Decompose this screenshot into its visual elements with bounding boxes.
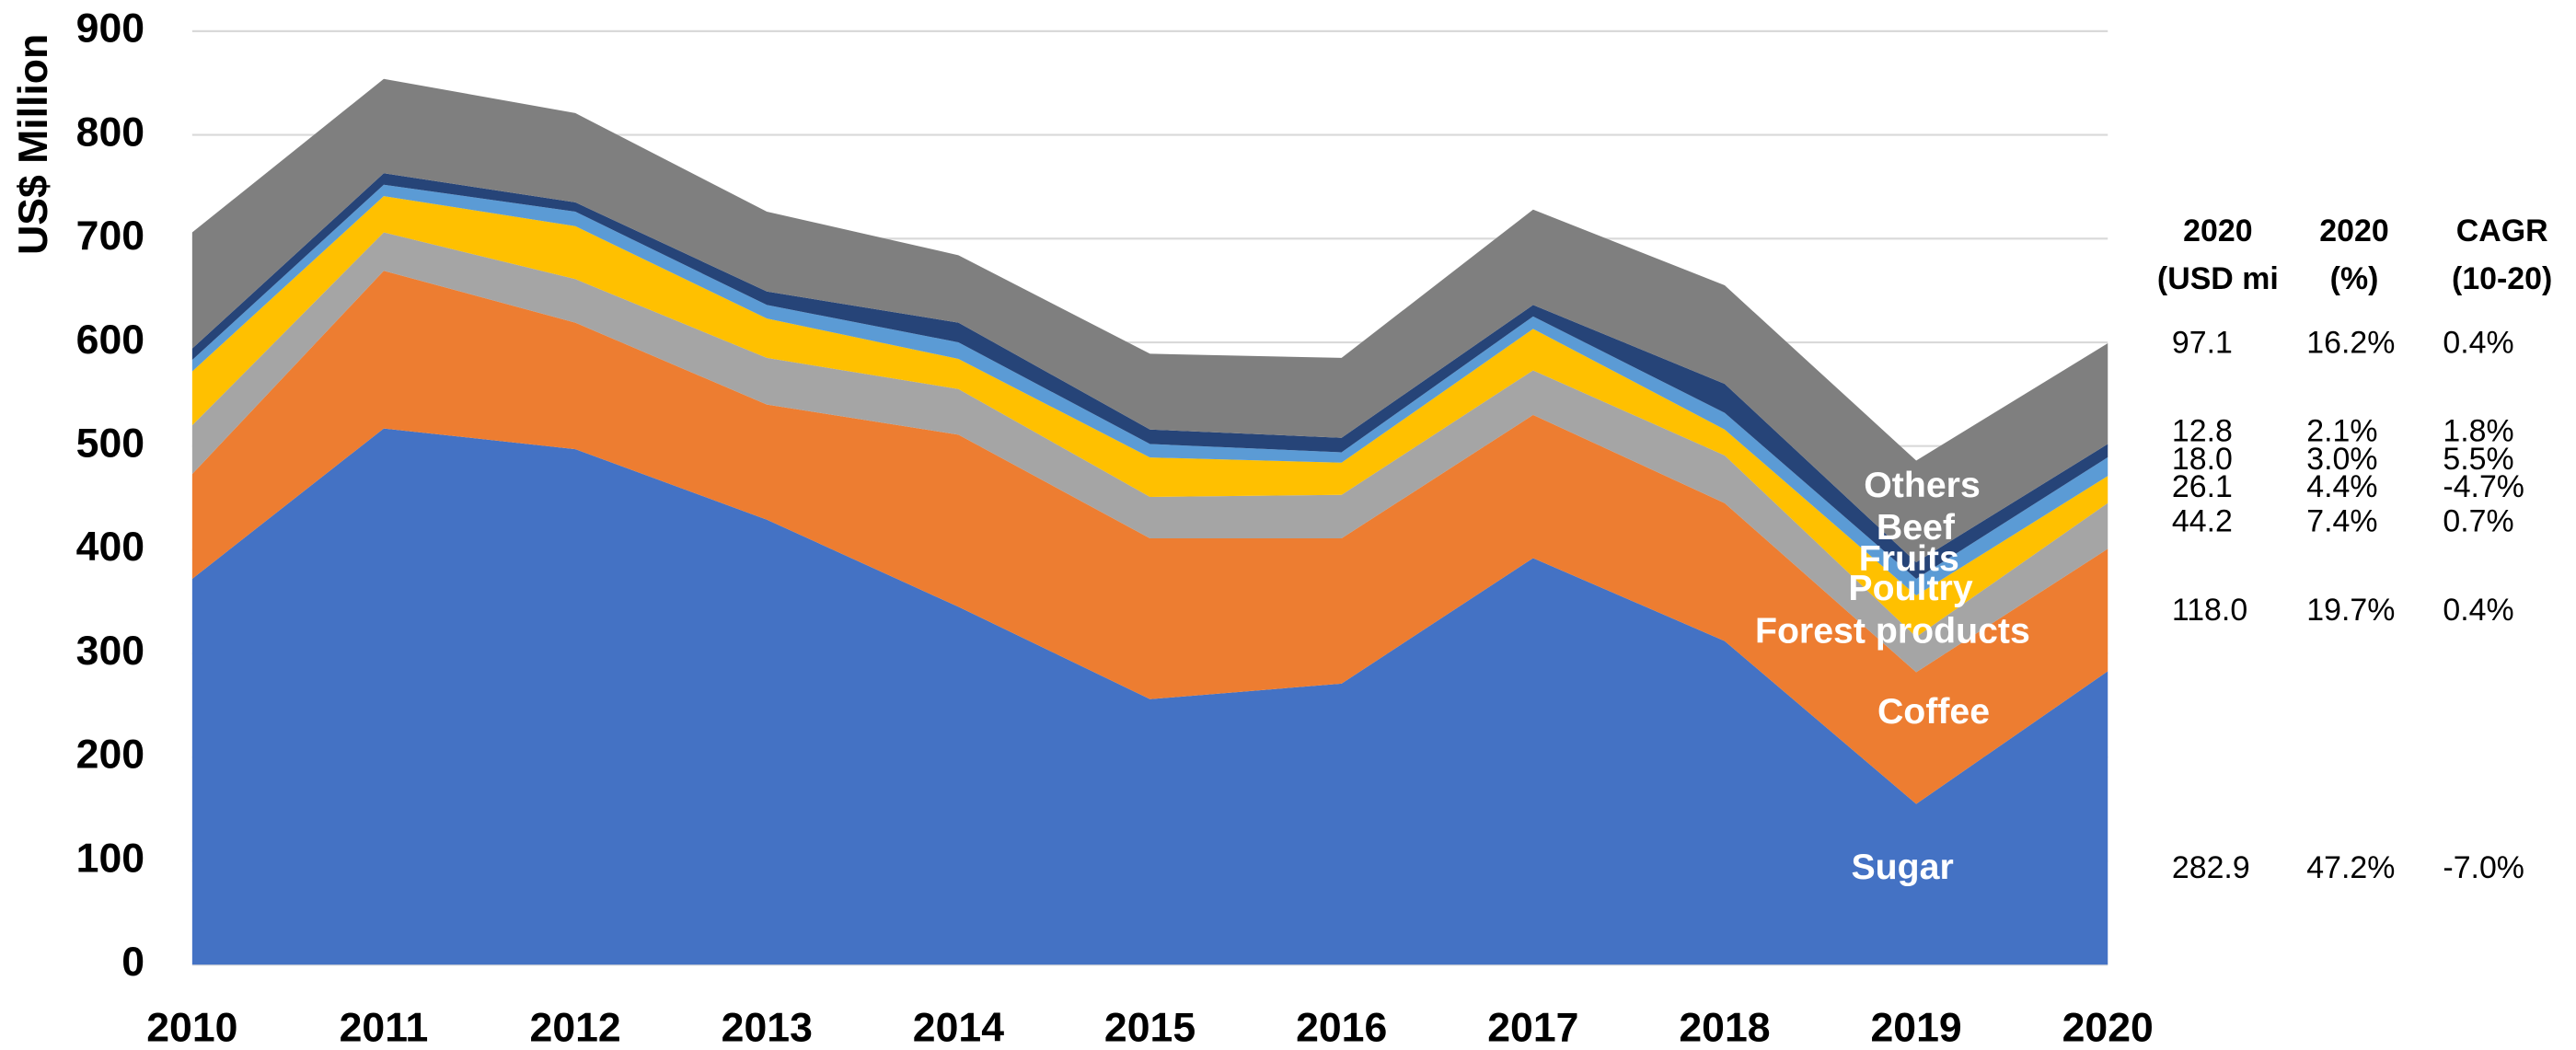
table-header: CAGR (2456, 213, 2548, 248)
table-header: (10-20) (2452, 261, 2552, 296)
table-cell: 12.8 (2172, 414, 2233, 449)
area (191, 78, 2108, 562)
y-tick-label: 300 (76, 629, 144, 674)
table-cell: -4.7% (2443, 469, 2524, 504)
table-cell: 282.9 (2172, 850, 2250, 885)
table-cell: 19.7% (2306, 593, 2395, 628)
table-header: 2020 (2319, 213, 2388, 248)
table-cell: 26.1 (2172, 469, 2233, 504)
y-tick-label: 600 (76, 317, 144, 363)
table-cell: 4.4% (2306, 469, 2377, 504)
series-label: Others (1864, 465, 1981, 505)
table-cell: 0.4% (2443, 325, 2513, 360)
y-tick-label: 700 (76, 213, 144, 259)
y-tick-label: 900 (76, 6, 144, 52)
x-tick-label: 2016 (1296, 1005, 1387, 1050)
table-cell: 7.4% (2306, 504, 2377, 539)
area (191, 271, 2108, 804)
table-cell: 1.8% (2443, 414, 2513, 449)
table-cell: 0.4% (2443, 593, 2513, 628)
series-label: Sugar (1851, 847, 1953, 887)
x-tick-label: 2012 (530, 1005, 621, 1050)
x-tick-label: 2011 (340, 1005, 429, 1050)
series-label: Poultry (1848, 568, 1972, 608)
table-header: 2020 (2183, 213, 2252, 248)
y-tick-label: 100 (76, 836, 144, 881)
table-cell: 118.0 (2172, 593, 2247, 628)
y-tick-label: 200 (76, 733, 144, 778)
area (191, 196, 2108, 638)
x-tick-label: 2015 (1104, 1005, 1196, 1050)
table-header: (%) (2330, 261, 2379, 296)
y-tick-label: 500 (76, 421, 144, 467)
table-cell: 97.1 (2172, 325, 2233, 360)
series-label: Forest products (1755, 611, 2030, 652)
y-tick-label: 800 (76, 110, 144, 155)
table-header: (USD mi (2157, 261, 2279, 296)
area (191, 232, 2108, 673)
table-cell: 0.7% (2443, 504, 2513, 539)
table-cell: 5.5% (2443, 442, 2513, 477)
y-tick-label: 400 (76, 525, 144, 570)
series-label: Coffee (1877, 691, 1990, 732)
x-tick-label: 2013 (722, 1005, 813, 1050)
table-cell: 18.0 (2172, 442, 2233, 477)
table-cell: 16.2% (2306, 325, 2395, 360)
x-tick-label: 2010 (146, 1005, 237, 1050)
series-label: Fruits (1859, 538, 1959, 579)
x-tick-label: 2017 (1487, 1005, 1578, 1050)
x-tick-label: 2020 (2062, 1005, 2154, 1050)
series-label: Beef (1877, 507, 1956, 548)
table-cell: 3.0% (2306, 442, 2377, 477)
x-tick-label: 2018 (1679, 1005, 1770, 1050)
x-tick-label: 2019 (1870, 1005, 1961, 1050)
table-cell: -7.0% (2443, 850, 2524, 885)
table-cell: 2.1% (2306, 414, 2377, 449)
y-axis-title: US$ Million (11, 34, 56, 255)
y-tick-label: 0 (121, 940, 144, 985)
area (191, 428, 2108, 965)
table-cell: 47.2% (2306, 850, 2395, 885)
table-cell: 44.2 (2172, 504, 2233, 539)
x-tick-label: 2014 (913, 1005, 1004, 1050)
